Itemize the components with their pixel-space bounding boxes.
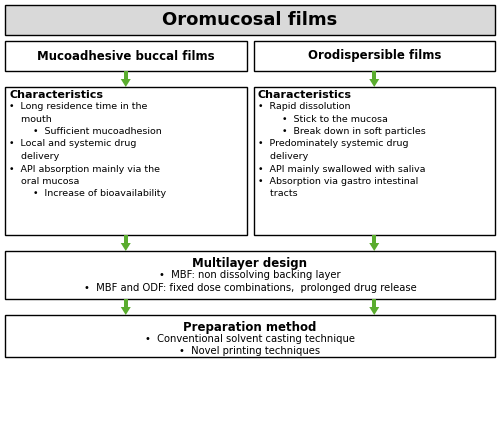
Bar — [124, 235, 128, 243]
Text: Oromucosal films: Oromucosal films — [162, 11, 338, 29]
Text: Mucoadhesive buccal films: Mucoadhesive buccal films — [37, 49, 214, 62]
Text: Multilayer design: Multilayer design — [192, 257, 308, 270]
Polygon shape — [369, 79, 380, 87]
Text: Preparation method: Preparation method — [184, 321, 316, 334]
Polygon shape — [121, 79, 131, 87]
Text: •  Long residence time in the
    mouth
        •  Sufficient mucoadhesion
•  Lo: • Long residence time in the mouth • Suf… — [9, 102, 166, 198]
Text: Characteristics: Characteristics — [258, 90, 352, 100]
Bar — [5, 251, 495, 299]
Bar — [372, 235, 376, 243]
Text: Orodispersible films: Orodispersible films — [308, 49, 441, 62]
Text: •  MBF: non dissolving backing layer: • MBF: non dissolving backing layer — [159, 270, 341, 280]
Polygon shape — [121, 243, 131, 251]
Bar — [124, 71, 128, 79]
Bar — [372, 71, 376, 79]
Text: •  Novel printing techniques: • Novel printing techniques — [180, 346, 320, 356]
Text: Characteristics: Characteristics — [9, 90, 103, 100]
Bar — [5, 5, 495, 35]
Text: •  Conventional solvent casting technique: • Conventional solvent casting technique — [145, 334, 355, 344]
Polygon shape — [121, 307, 131, 315]
Text: •  MBF and ODF: fixed dose combinations,  prolonged drug release: • MBF and ODF: fixed dose combinations, … — [84, 283, 416, 293]
Bar — [5, 41, 246, 71]
Bar — [372, 299, 376, 307]
Text: •  Rapid dissolution
        •  Stick to the mucosa
        •  Break down in sof: • Rapid dissolution • Stick to the mucos… — [258, 102, 425, 198]
Bar — [124, 299, 128, 307]
Polygon shape — [369, 307, 380, 315]
Polygon shape — [369, 243, 380, 251]
Bar — [254, 87, 495, 235]
Bar — [5, 315, 495, 357]
Bar — [254, 41, 495, 71]
Bar — [5, 87, 246, 235]
